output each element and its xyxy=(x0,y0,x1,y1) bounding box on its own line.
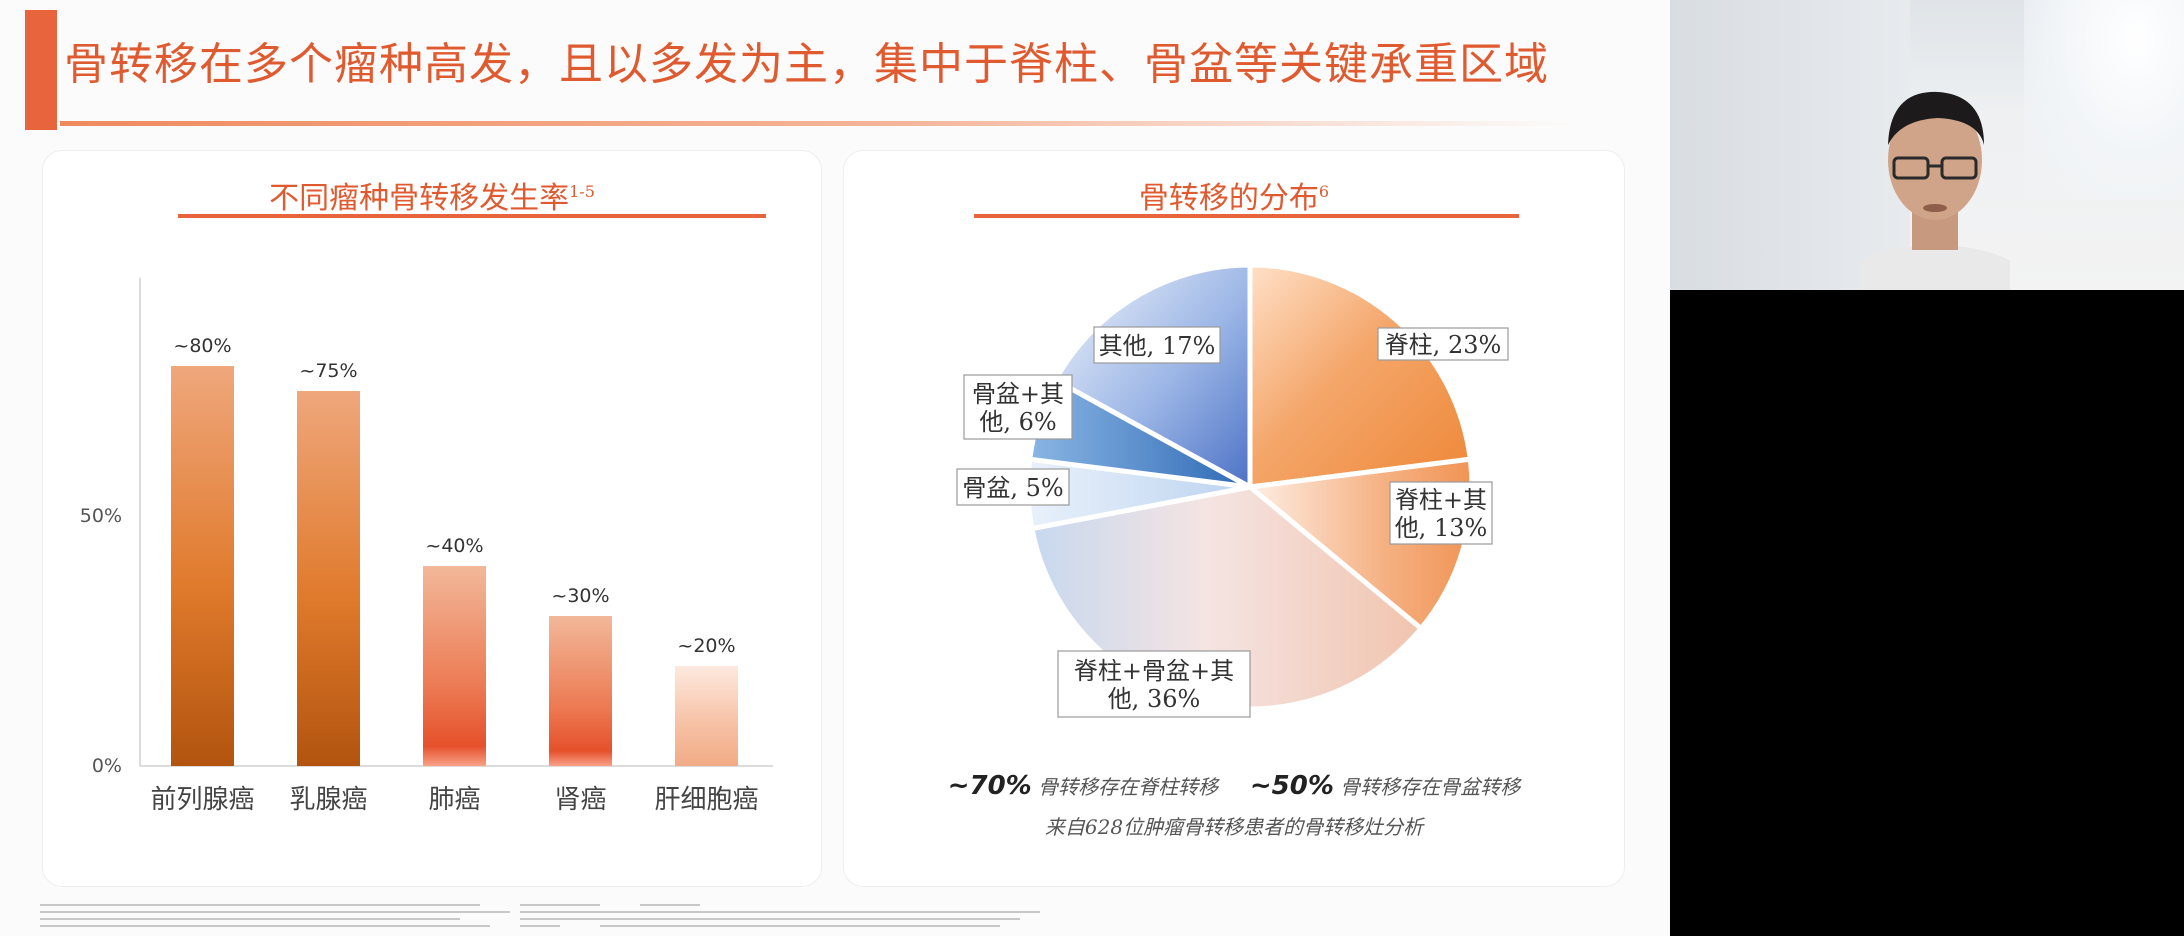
bar-data-label: ~40% xyxy=(425,535,483,557)
pie-slice-label: 脊柱+骨盆+其他, 36% xyxy=(1074,657,1234,713)
pie-slice-label: 脊柱, 23% xyxy=(1385,331,1502,359)
category-label: 肺癌 xyxy=(428,785,480,815)
bar-3 xyxy=(549,616,612,766)
pie-slice-0 xyxy=(1247,262,1474,490)
category-label: 肝细胞癌 xyxy=(654,785,758,815)
bar-data-label: ~80% xyxy=(173,335,231,357)
bar-0 xyxy=(171,366,234,766)
presentation-slide: 骨转移在多个瘤种高发，且以多发为主，集中于脊柱、骨盆等关键承重区域 不同瘤种骨转… xyxy=(0,0,1670,936)
bar-2 xyxy=(423,566,486,766)
stat-pelvis-text: 骨转移存在骨盆转移 xyxy=(1340,775,1521,799)
slide-title: 骨转移在多个瘤种高发，且以多发为主，集中于脊柱、骨盆等关键承重区域 xyxy=(64,39,1549,90)
summary-stats: ~70% 骨转移存在脊柱转移 ~50% 骨转移存在骨盆转移 xyxy=(844,771,1624,801)
distribution-summary: ~70% 骨转移存在脊柱转移 ~50% 骨转移存在骨盆转移 来自628位肿瘤骨转… xyxy=(844,771,1624,840)
y-tick-label: 50% xyxy=(80,505,122,527)
summary-source: 来自628位肿瘤骨转移患者的骨转移灶分析 xyxy=(1044,815,1424,839)
distribution-pie-chart: 脊柱, 23% 脊柱+其他, 13% 脊柱+骨盆+其他, 36% 骨盆, 5% 骨盆+其… xyxy=(956,262,1509,718)
incidence-panel: 不同瘤种骨转移发生率1-5 0% 50% ~80% 前列腺癌 ~75% 乳腺癌 ~40% 肺癌… xyxy=(42,150,822,887)
y-tick-label: 0% xyxy=(92,755,122,777)
category-label: 前列腺癌 xyxy=(150,785,254,815)
incidence-bar-chart: 0% 50% ~80% 前列腺癌 ~75% 乳腺癌 ~40% 肺癌 ~30% 肾癌 ~20% 肝细胞癌 xyxy=(80,278,773,815)
bar-data-label: ~20% xyxy=(677,635,735,657)
bar-data-label: ~30% xyxy=(551,585,609,607)
pie-slice-label: 骨盆+其他, 6% xyxy=(972,380,1064,436)
pie-label-box xyxy=(1057,650,1251,718)
pie-slice-label: 骨盆, 5% xyxy=(962,474,1063,502)
incidence-panel-rule xyxy=(178,214,766,218)
empty-video-area xyxy=(1670,290,2184,936)
webcam-background xyxy=(1670,0,1910,290)
distribution-panel: 骨转移的分布6 脊柱, 23% 脊柱+其他, 13% 脊柱+骨盆+其他, 36% 骨盆… xyxy=(843,150,1625,887)
bar-data-label: ~75% xyxy=(299,360,357,382)
pie-label-box xyxy=(1377,327,1509,361)
bar-1 xyxy=(297,391,360,766)
pie-slice-label: 其他, 17% xyxy=(1099,332,1216,360)
references-footnotes xyxy=(40,902,1640,930)
pie-slice-5 xyxy=(1052,262,1253,492)
presenter-avatar xyxy=(1860,91,2010,290)
category-label: 肾癌 xyxy=(554,785,606,815)
incidence-panel-title: 不同瘤种骨转移发生率1-5 xyxy=(269,181,595,216)
pie-label-box xyxy=(1389,481,1493,545)
category-label: 乳腺癌 xyxy=(289,785,367,815)
bar-4 xyxy=(675,666,738,766)
stat-pelvis-value: ~50% xyxy=(1249,771,1334,801)
pie-label-box xyxy=(956,468,1070,506)
webcam-window-light xyxy=(2024,0,2184,200)
distribution-panel-rule xyxy=(974,214,1519,218)
pie-slice-label: 脊柱+其他, 13% xyxy=(1395,486,1488,542)
distribution-panel-title: 骨转移的分布6 xyxy=(1138,181,1330,216)
pie-label-box xyxy=(1093,326,1221,364)
stat-spine-text: 骨转移存在脊柱转移 xyxy=(1038,775,1219,799)
pie-label-box xyxy=(963,374,1073,440)
title-underline xyxy=(60,121,1570,126)
title-accent-bar xyxy=(25,10,57,130)
stat-spine-value: ~70% xyxy=(947,771,1032,801)
